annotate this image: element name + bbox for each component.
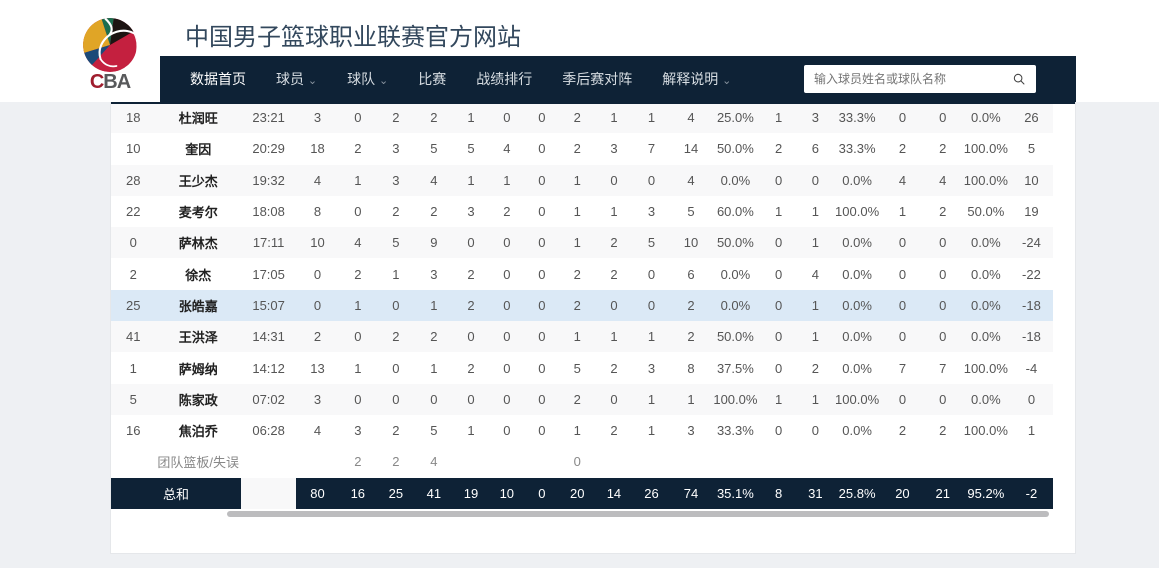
- svg-text:CBA: CBA: [90, 71, 131, 93]
